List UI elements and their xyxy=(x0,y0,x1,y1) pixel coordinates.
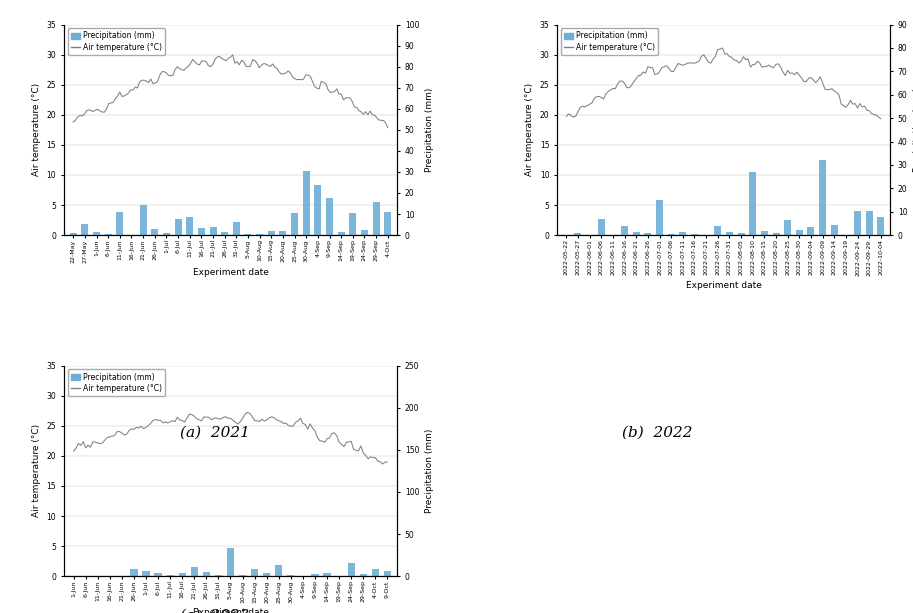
Bar xyxy=(667,234,675,235)
Legend: Precipitation (mm), Air temperature (°C): Precipitation (mm), Air temperature (°C) xyxy=(68,370,165,396)
Bar xyxy=(726,232,733,235)
Bar xyxy=(866,210,873,235)
Bar xyxy=(796,230,803,235)
Text: (a)  2021: (a) 2021 xyxy=(180,425,249,439)
Bar xyxy=(656,200,663,235)
Bar xyxy=(323,573,331,576)
X-axis label: Experiment date: Experiment date xyxy=(686,281,761,290)
Bar xyxy=(303,171,310,235)
Y-axis label: Precipitation (mm): Precipitation (mm) xyxy=(425,428,434,513)
Bar xyxy=(373,202,380,235)
Bar xyxy=(233,223,240,235)
Bar xyxy=(348,563,355,576)
Bar xyxy=(854,210,861,235)
X-axis label: Experiment date: Experiment date xyxy=(193,608,268,613)
Bar xyxy=(383,571,391,576)
Bar xyxy=(268,231,275,235)
Bar xyxy=(221,232,228,235)
Bar xyxy=(279,231,287,235)
Y-axis label: Air temperature (°C): Air temperature (°C) xyxy=(32,424,41,517)
Bar xyxy=(93,232,100,235)
Y-axis label: Air temperature (°C): Air temperature (°C) xyxy=(525,83,534,177)
Legend: Precipitation (mm), Air temperature (°C): Precipitation (mm), Air temperature (°C) xyxy=(68,28,165,55)
Bar xyxy=(198,229,205,235)
Bar xyxy=(226,549,234,576)
Bar xyxy=(291,213,298,235)
Bar xyxy=(163,233,170,235)
Bar xyxy=(714,226,721,235)
Bar xyxy=(326,198,333,235)
Bar xyxy=(372,569,379,576)
Bar xyxy=(140,205,147,235)
Bar xyxy=(209,227,216,235)
Text: (c)  2023: (c) 2023 xyxy=(180,609,249,613)
Bar xyxy=(877,217,885,235)
Bar xyxy=(179,573,186,576)
Bar xyxy=(257,234,263,235)
Bar xyxy=(245,234,251,235)
Bar xyxy=(191,567,198,576)
Bar xyxy=(186,217,194,235)
Bar xyxy=(761,231,768,235)
Bar xyxy=(152,229,158,235)
Bar xyxy=(679,232,687,235)
Bar xyxy=(275,565,282,576)
Bar xyxy=(116,212,123,235)
Bar xyxy=(239,575,247,576)
Bar xyxy=(819,160,826,235)
Bar xyxy=(621,226,628,235)
Bar xyxy=(750,172,756,235)
Bar xyxy=(154,573,162,576)
Bar xyxy=(633,232,640,235)
Bar xyxy=(784,220,792,235)
Text: (b)  2022: (b) 2022 xyxy=(622,425,693,439)
Bar xyxy=(215,575,222,576)
X-axis label: Experiment date: Experiment date xyxy=(193,268,268,277)
Bar xyxy=(314,185,321,235)
Y-axis label: Air temperature (°C): Air temperature (°C) xyxy=(32,83,41,177)
Bar xyxy=(645,233,651,235)
Bar xyxy=(360,574,367,576)
Bar xyxy=(361,230,368,235)
Bar xyxy=(574,233,582,235)
Bar xyxy=(174,219,182,235)
Bar xyxy=(807,227,814,235)
Y-axis label: Precipitation (mm): Precipitation (mm) xyxy=(425,88,434,172)
Bar xyxy=(384,212,392,235)
Bar xyxy=(142,571,150,576)
Bar xyxy=(203,572,210,576)
Bar xyxy=(263,573,270,576)
Bar xyxy=(831,224,838,235)
Bar xyxy=(772,233,780,235)
Bar xyxy=(311,574,319,576)
Bar xyxy=(738,233,745,235)
Bar xyxy=(598,219,604,235)
Bar xyxy=(131,569,138,576)
Bar xyxy=(350,213,356,235)
Bar xyxy=(69,233,77,235)
Bar xyxy=(251,569,258,576)
Legend: Precipitation (mm), Air temperature (°C): Precipitation (mm), Air temperature (°C) xyxy=(561,28,658,55)
Bar xyxy=(691,234,698,235)
Bar xyxy=(338,232,345,235)
Bar xyxy=(105,234,111,235)
Bar xyxy=(81,224,89,235)
